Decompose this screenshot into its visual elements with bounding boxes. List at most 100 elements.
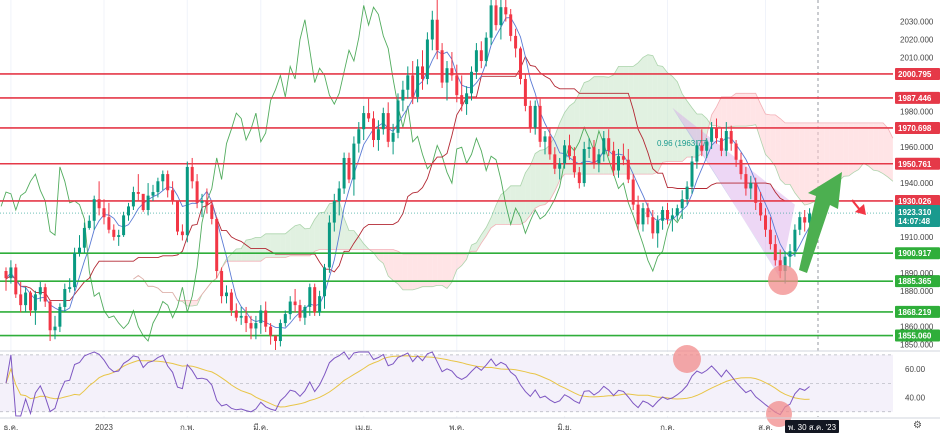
cloud-segment [339,201,345,250]
candle [612,141,616,176]
candle [455,64,459,103]
candle-body [695,145,699,162]
candle [112,224,116,241]
candle [582,141,586,187]
price-tick-label: 1890.000 [900,269,934,278]
cloud-segment [481,227,487,244]
candle [372,111,375,148]
cloud-segment [863,122,869,167]
level-tag [895,247,940,260]
candle [264,301,268,333]
candle-body [112,229,116,237]
candle [146,183,150,216]
candle-body [220,271,224,297]
candle [97,181,101,216]
candle-body [332,201,336,223]
candle [626,148,630,184]
settings-icon[interactable]: ⚙ [913,420,922,431]
candle [131,186,135,210]
candle [122,211,126,237]
cloud-segment [736,93,741,127]
candle-body [254,323,258,329]
candle-body [670,215,674,219]
candle [744,166,748,196]
candle [288,296,292,320]
candle-body [729,131,733,144]
level-tag [895,194,940,207]
cloud-segment [770,114,776,167]
cloud-segment [265,233,271,258]
time-tick-label: มิ.ย. [557,423,571,432]
cloud-segment [839,122,844,181]
candle [376,120,380,151]
candle [73,247,77,291]
time-tick-label: เม.ย. [355,423,372,432]
candle [200,193,204,218]
price-tick-label: 2030.000 [900,18,934,27]
candle [764,208,767,237]
candle-body [499,7,503,26]
candle [519,46,522,85]
cloud-segment [476,234,482,252]
candle [421,50,424,90]
candle-body [33,294,37,311]
candle [445,61,449,101]
candle-body [597,154,601,164]
candle [631,174,635,210]
candle-body [73,253,77,288]
candle [225,285,228,304]
candle [739,152,743,180]
candle [176,201,179,236]
candle [127,202,130,221]
cloud-segment [760,104,766,155]
candle-body [327,222,331,268]
candle-body [494,5,498,26]
candle-body [519,48,522,79]
cloud-segment [790,122,795,193]
cloud-segment [251,237,256,262]
cloud-segment [255,237,261,262]
cloud-segment [814,122,820,202]
candle [185,161,189,243]
candle [391,123,395,155]
candle-body [14,267,18,295]
countdown-label: 14:07:48 [898,217,931,226]
candle [347,152,351,184]
candle-body [298,305,302,318]
candle [381,107,385,135]
candle [430,10,434,51]
price-tick-label: 1980.000 [900,107,934,116]
candle [803,210,807,232]
candle [406,66,410,99]
candle [553,147,557,175]
cloud-segment [868,122,874,171]
cloud-segment [545,144,550,205]
cloud-segment [848,122,854,176]
candle-body [587,147,591,149]
cloud-segment [373,249,379,260]
candle [4,267,8,291]
cloud-segment [824,122,830,192]
candle-body [92,199,96,221]
cloud-segment [393,249,398,285]
candle-body [367,113,371,119]
candle-body [63,288,67,307]
cloud-segment [461,253,467,266]
cloud-segment [383,249,389,276]
horizontal-levels[interactable]: 2000.795 1987.446 1970.698 1950.761 1930.026… [0,67,940,342]
candle-body [690,161,694,187]
candle [19,281,23,313]
cloud-segment [643,54,648,175]
price-axis[interactable]: 2030.000 2020.000 2010.000 1980.000 1960.000… [900,18,934,350]
candle-body [24,292,28,306]
time-axis[interactable]: ธ.ค. 2023 ก.พ. มี.ค. เม.ย. พ.ค. มิ.ย. ก.ค. ส.ค. พ… [0,417,940,433]
candle [136,174,140,202]
candle-body [210,204,214,219]
candle [798,211,802,236]
candle-body [602,138,606,155]
time-tick-label: มี.ค. [253,423,268,432]
candle-body [381,113,385,130]
candle [298,299,302,322]
candle [754,177,758,210]
